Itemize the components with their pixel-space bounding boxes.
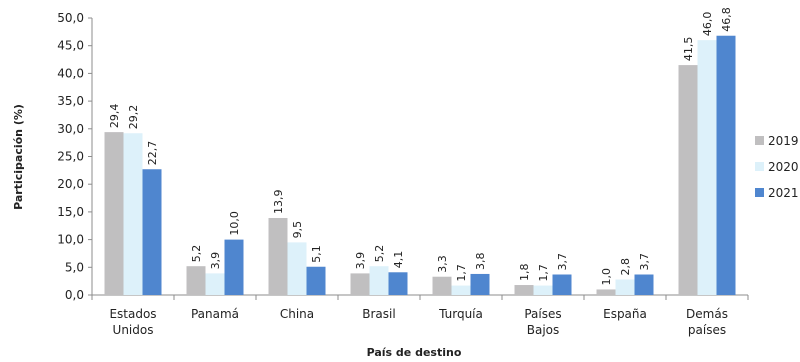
- bar-2021: [470, 273, 490, 295]
- legend-label: 2020: [768, 160, 799, 174]
- y-tick-label: 0,0: [65, 288, 84, 302]
- data-label: 5,2: [190, 245, 203, 263]
- bar-2019: [432, 276, 452, 295]
- data-label: 3,3: [436, 255, 449, 273]
- data-label: 3,7: [556, 253, 569, 271]
- y-axis-title: Participación (%): [12, 104, 25, 210]
- data-label: 3,9: [209, 252, 222, 270]
- data-label: 46,0: [701, 12, 714, 37]
- category-labels: Estados Unidos Panamá China Brasil Turquía Paí…: [109, 307, 728, 337]
- bar-2020: [287, 242, 307, 295]
- bars: [104, 35, 736, 296]
- legend: 2019 2020 2021: [755, 134, 799, 200]
- legend-label: 2021: [768, 186, 799, 200]
- y-tick-label: 5,0: [65, 260, 84, 274]
- data-label: 1,8: [518, 264, 531, 282]
- legend-swatch-2020: [755, 162, 764, 171]
- bar-2021: [552, 274, 572, 295]
- y-tick-label: 50,0: [57, 11, 84, 25]
- bar-2019: [104, 132, 124, 295]
- bar-2020: [615, 279, 635, 295]
- data-label: 2,8: [619, 258, 632, 276]
- category-label: Turquía: [438, 307, 483, 321]
- data-label: 22,7: [146, 141, 159, 166]
- data-label: 10,0: [228, 211, 241, 236]
- bar-2020: [451, 285, 471, 295]
- bar-2021: [142, 169, 162, 295]
- category-label: Demás: [686, 307, 728, 321]
- category-label: Países: [524, 307, 561, 321]
- bar-2019: [186, 266, 206, 295]
- bar-2021: [306, 266, 326, 295]
- category-label: Estados: [109, 307, 156, 321]
- category-label: España: [603, 307, 647, 321]
- legend-swatch-2019: [755, 136, 764, 145]
- axes: 0,0 5,0 10,0 15,0 20,0 25,0 30,0 35,0 40,0 45,0 50…: [57, 11, 749, 302]
- y-tick-label: 25,0: [57, 150, 84, 164]
- data-label: 1,7: [455, 264, 468, 282]
- category-label: Bajos: [527, 323, 560, 337]
- bar-2019: [350, 273, 370, 295]
- bar-2021: [388, 272, 408, 295]
- bar-2021: [634, 274, 654, 295]
- data-label: 13,9: [272, 189, 285, 214]
- data-labels: 29,4 29,2 22,7 5,2 3,9 10,0 13,9 9,5 5,1 3,9 5,2 4,…: [108, 7, 733, 285]
- data-label: 9,5: [291, 221, 304, 239]
- data-label: 5,1: [310, 245, 323, 263]
- bar-2019: [514, 285, 534, 295]
- bar-2020: [369, 266, 389, 295]
- bar-2021: [716, 35, 736, 296]
- y-tick-label: 10,0: [57, 233, 84, 247]
- data-label: 1,7: [537, 264, 550, 282]
- data-label: 41,5: [682, 37, 695, 62]
- y-tick-label: 30,0: [57, 122, 84, 136]
- category-label: China: [280, 307, 314, 321]
- bar-2020: [697, 40, 717, 295]
- data-label: 4,1: [392, 251, 405, 269]
- category-label: países: [688, 323, 726, 337]
- y-tick-label: 15,0: [57, 205, 84, 219]
- data-label: 46,8: [720, 7, 733, 32]
- bar-2019: [678, 65, 698, 295]
- data-label: 3,9: [354, 252, 367, 270]
- data-label: 3,7: [638, 253, 651, 271]
- legend-swatch-2021: [755, 188, 764, 197]
- y-tick-label: 40,0: [57, 66, 84, 80]
- y-tick-label: 20,0: [57, 177, 84, 191]
- bar-2020: [533, 285, 553, 295]
- legend-label: 2019: [768, 134, 799, 148]
- bar-2019: [268, 217, 288, 295]
- data-label: 5,2: [373, 245, 386, 263]
- bar-2020: [123, 133, 143, 295]
- y-tick-label: 35,0: [57, 94, 84, 108]
- data-label: 1,0: [600, 268, 613, 286]
- x-axis-title: País de destino: [367, 346, 462, 359]
- category-label: Brasil: [362, 307, 395, 321]
- category-label: Unidos: [113, 323, 154, 337]
- data-label: 29,2: [127, 105, 140, 130]
- bar-2021: [224, 239, 244, 295]
- bar-2020: [205, 273, 225, 295]
- data-label: 3,8: [474, 252, 487, 270]
- y-tick-label: 45,0: [57, 39, 84, 53]
- bar-2019: [596, 289, 616, 295]
- data-label: 29,4: [108, 104, 121, 129]
- category-label: Panamá: [191, 307, 239, 321]
